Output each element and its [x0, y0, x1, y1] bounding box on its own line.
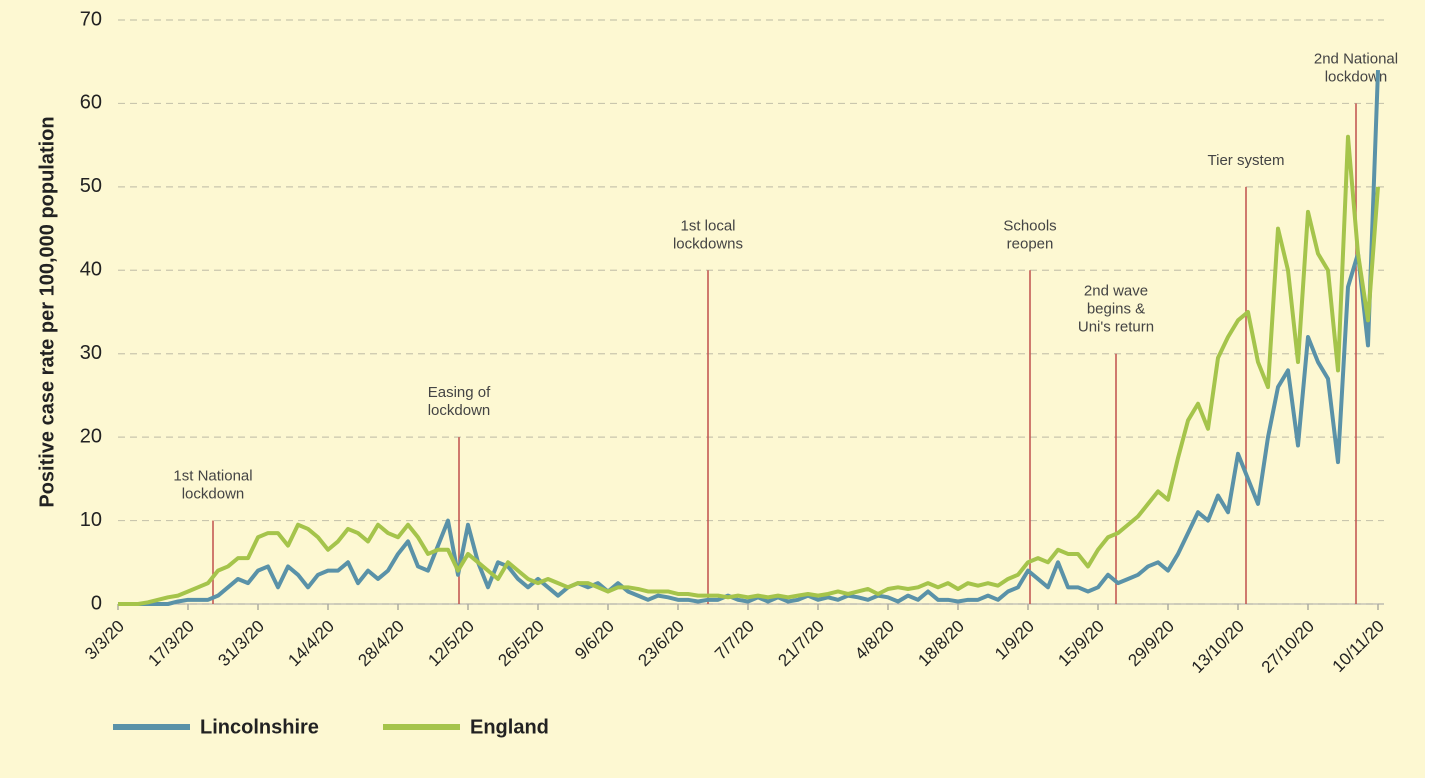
annotation-text: 1st local	[680, 217, 735, 234]
y-tick-label: 20	[80, 425, 102, 447]
annotation-text: Tier system	[1208, 152, 1285, 169]
y-tick-label: 10	[80, 509, 102, 531]
y-tick-label: 60	[80, 92, 102, 114]
annotation-text: 2nd wave	[1084, 283, 1148, 300]
annotation-text: lockdown	[1325, 68, 1388, 85]
annotation-text: 2nd National	[1314, 50, 1398, 67]
annotation-text: Uni's return	[1078, 319, 1154, 336]
series-line	[118, 69, 1380, 606]
series-line	[118, 134, 1380, 606]
y-tick-label: 40	[80, 259, 102, 281]
annotation-text: begins &	[1087, 301, 1145, 318]
annotation-text: 1st National	[173, 468, 252, 485]
annotation-text: lockdowns	[673, 235, 743, 252]
y-tick-label: 30	[80, 342, 102, 364]
annotation-text: lockdown	[182, 486, 245, 503]
y-tick-label: 50	[80, 175, 102, 197]
annotation-text: lockdown	[428, 402, 491, 419]
annotation-text: Schools	[1003, 217, 1056, 234]
annotation-text: Easing of	[428, 384, 491, 401]
legend-label: Lincolnshire	[200, 716, 319, 738]
y-tick-label: 70	[80, 8, 102, 30]
legend-label: England	[470, 716, 549, 738]
y-axis-label: Positive case rate per 100,000 populatio…	[36, 116, 58, 507]
y-tick-label: 0	[91, 592, 102, 614]
annotation-text: reopen	[1007, 235, 1054, 252]
